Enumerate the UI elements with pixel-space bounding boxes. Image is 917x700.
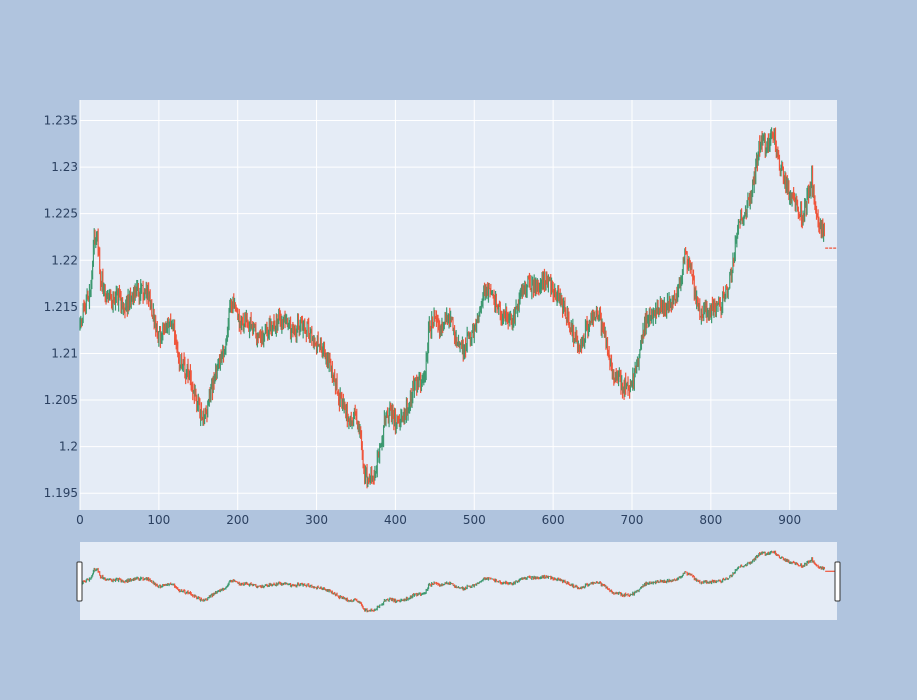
x-tick-label: 600 (542, 513, 565, 527)
x-tick-label: 500 (463, 513, 486, 527)
rangeslider-handle-left[interactable] (76, 561, 83, 602)
plot-area[interactable] (80, 100, 837, 510)
y-axis-ticks: 1.195 1.2 1.205 1.21 1.215 1.22 1.225 1.23 1.235 (44, 114, 78, 501)
x-tick-label: 200 (226, 513, 249, 527)
rangeslider-series (79, 550, 837, 613)
x-tick-label: 0 (76, 513, 84, 527)
y-tick-label: 1.205 (44, 393, 78, 407)
y-tick-label: 1.235 (44, 114, 78, 128)
y-tick-label: 1.21 (51, 346, 78, 360)
y-tick-label: 1.215 (44, 300, 78, 314)
x-gridlines (79, 100, 791, 510)
candlestick-series (79, 127, 837, 489)
rangeslider-background[interactable] (80, 542, 837, 620)
y-tick-label: 1.225 (44, 207, 78, 221)
x-tick-label: 700 (621, 513, 644, 527)
x-tick-label: 800 (699, 513, 722, 527)
x-tick-label: 400 (384, 513, 407, 527)
x-axis-ticks: 0 100 200 300 400 500 600 700 800 900 (76, 513, 801, 527)
x-tick-label: 100 (147, 513, 170, 527)
y-tick-label: 1.195 (44, 486, 78, 500)
y-tick-label: 1.23 (51, 160, 78, 174)
y-tick-label: 1.22 (51, 253, 78, 267)
y-tick-label: 1.2 (59, 440, 78, 454)
x-tick-label: 900 (778, 513, 801, 527)
y-gridlines (80, 120, 837, 494)
x-tick-label: 300 (305, 513, 328, 527)
rangeslider-handle-right[interactable] (834, 561, 841, 602)
